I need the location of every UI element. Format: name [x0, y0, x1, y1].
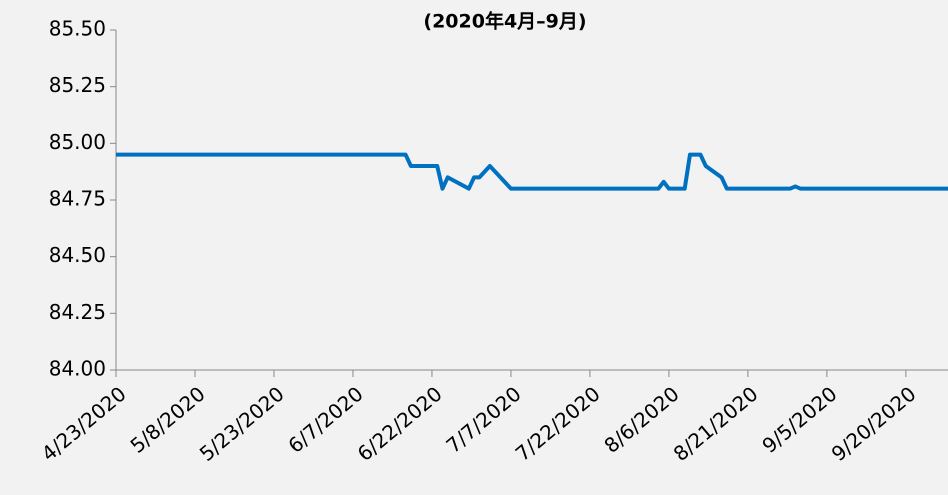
y-tick-label: 84.25: [49, 300, 106, 324]
x-tick-label: 6/22/2020: [353, 382, 447, 466]
y-tick-label: 84.00: [49, 357, 106, 381]
chart-title: (2020年4月–9月): [423, 10, 586, 33]
y-tick-label: 85.25: [49, 73, 106, 97]
y-tick-label: 84.50: [49, 243, 106, 267]
x-tick-label: 5/23/2020: [195, 382, 289, 466]
y-tick-label: 85.00: [49, 130, 106, 154]
line-series: [116, 152, 948, 191]
y-tick-label: 85.50: [49, 17, 106, 41]
y-tick-label: 84.75: [49, 187, 106, 211]
x-tick-label: 8/21/2020: [669, 382, 763, 466]
x-tick-label: 7/22/2020: [511, 382, 605, 466]
x-tick-label: 9/20/2020: [827, 382, 921, 466]
x-tick-label: 4/23/2020: [37, 382, 131, 466]
